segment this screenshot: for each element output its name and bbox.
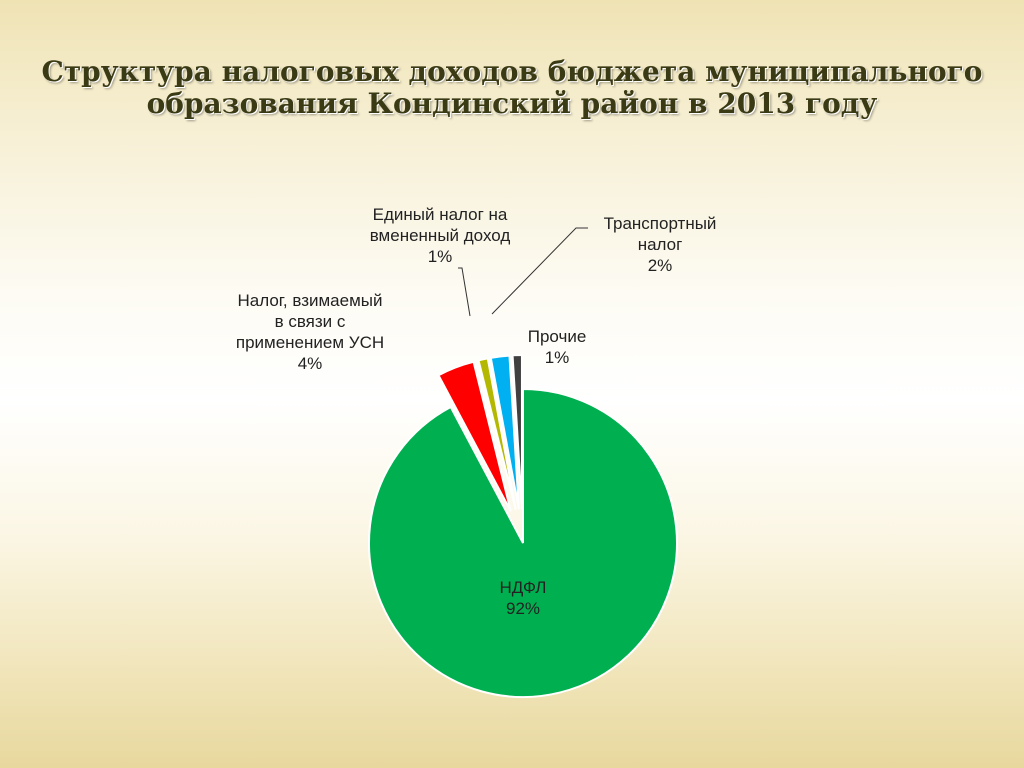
label-ndfl: НДФЛ 92%: [500, 578, 547, 618]
label-envd-text: Единый налог на: [373, 205, 508, 224]
slice-transport: [489, 354, 520, 510]
label-usn-text: применением УСН: [236, 333, 384, 352]
slice-usn: [437, 360, 512, 512]
chart-title: Структура налоговых доходов бюджета муни…: [0, 56, 1024, 120]
label-usn-text: Налог, взимаемый: [238, 291, 383, 310]
label-transport-text: Транспортный: [604, 214, 717, 233]
slice-other: [511, 354, 523, 510]
label-usn-text: в связи с: [275, 312, 346, 331]
label-envd-text: вмененный доход: [370, 226, 511, 245]
label-envd: Единый налог на вмененный доход 1%: [370, 205, 511, 266]
label-envd-value: 1%: [428, 247, 453, 266]
label-ndfl-value: 92%: [506, 599, 540, 618]
label-transport-value: 2%: [648, 256, 673, 275]
label-transport: Транспортный налог 2%: [604, 214, 717, 275]
slice-ndfl: [368, 387, 678, 698]
label-transport-text: налог: [638, 235, 683, 254]
chart-title-line-2: образования Кондинский район в 2013 году: [146, 87, 878, 120]
slice-envd: [477, 357, 517, 511]
chart-title-line-1: Структура налоговых доходов бюджета муни…: [41, 55, 983, 88]
label-other-value: 1%: [545, 348, 570, 367]
label-usn: Налог, взимаемый в связи с применением УСН…: [236, 291, 384, 373]
label-ndfl-text: НДФЛ: [500, 578, 547, 597]
leader-envd: [458, 267, 471, 317]
leader-transport: [491, 227, 588, 315]
label-other-text: Прочие: [528, 327, 587, 346]
label-usn-value: 4%: [298, 354, 323, 373]
label-other: Прочие 1%: [528, 327, 587, 367]
